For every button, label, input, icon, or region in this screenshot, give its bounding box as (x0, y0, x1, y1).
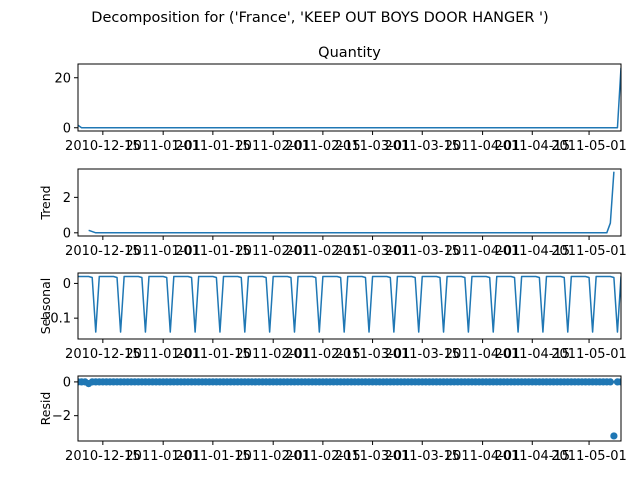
axes-frame (77, 375, 622, 442)
x-tick-label: 2011-05-01 (551, 347, 627, 362)
plot-area (88, 171, 615, 234)
seasonal-series-line (78, 275, 621, 333)
panel-title: Quantity (318, 45, 381, 61)
x-tick-label: 2011-01-15 (175, 347, 251, 362)
x-tick-label: 2011-02-15 (285, 139, 361, 154)
resid-point (606, 378, 614, 386)
x-tick-label: 2011-02-01 (235, 244, 311, 259)
figure-title: Decomposition for ('France', 'KEEP OUT B… (91, 10, 548, 26)
y-tick-label: 0 (63, 226, 71, 241)
x-tick-label: 2011-03-15 (384, 347, 460, 362)
x-tick-label: 2011-03-01 (335, 244, 411, 259)
x-tick-label: 2011-01-01 (125, 139, 201, 154)
plot-area (78, 67, 621, 129)
x-tick-label: 2010-12-15 (65, 347, 141, 362)
x-tick-label: 2011-01-01 (125, 244, 201, 259)
x-tick-label: 2011-02-15 (285, 449, 361, 464)
x-tick-label: 2011-03-15 (384, 139, 460, 154)
x-tick-label: 2011-02-15 (285, 347, 361, 362)
y-axis-label: Seasonal (38, 278, 53, 335)
panel-observed: 2010-12-152011-01-012011-01-152011-02-01… (54, 45, 626, 154)
x-tick-label: 2011-04-01 (445, 244, 521, 259)
plot-area (78, 378, 621, 440)
x-tick-label: 2010-12-15 (65, 139, 141, 154)
y-tick-label: −0.1 (39, 312, 71, 327)
x-tick-label: 2010-12-15 (65, 449, 141, 464)
x-tick-label: 2011-05-01 (551, 449, 627, 464)
x-tick-label: 2011-03-15 (384, 449, 460, 464)
y-tick-label: 20 (54, 71, 71, 86)
panels: 2010-12-152011-01-012011-01-152011-02-01… (38, 45, 627, 464)
y-tick-label: 0 (63, 121, 71, 136)
x-tick-label: 2011-02-01 (235, 449, 311, 464)
plot-area (78, 275, 621, 333)
y-axis-label: Resid (38, 392, 53, 426)
x-tick-label: 2011-01-15 (175, 139, 251, 154)
y-tick-label: 0 (63, 277, 71, 292)
x-tick-label: 2011-04-15 (494, 244, 570, 259)
x-tick-label: 2011-03-15 (384, 244, 460, 259)
x-tick-label: 2011-04-15 (494, 139, 570, 154)
x-tick-label: 2011-03-01 (335, 449, 411, 464)
x-tick-label: 2011-04-01 (445, 139, 521, 154)
x-tick-label: 2011-04-01 (445, 347, 521, 362)
y-tick-label: −2 (52, 409, 71, 424)
x-tick-label: 2011-05-01 (551, 244, 627, 259)
observed-series-line (78, 67, 621, 129)
x-tick-label: 2011-02-01 (235, 347, 311, 362)
x-tick-label: 2011-04-15 (494, 347, 570, 362)
x-tick-label: 2011-01-01 (125, 449, 201, 464)
x-tick-label: 2011-03-01 (335, 347, 411, 362)
x-tick-label: 2011-01-15 (175, 449, 251, 464)
panel-seasonal: 2010-12-152011-01-012011-01-152011-02-01… (38, 272, 627, 362)
x-tick-label: 2011-01-01 (125, 347, 201, 362)
x-tick-label: 2011-05-01 (551, 139, 627, 154)
axes-frame (77, 168, 622, 237)
trend-series-line (88, 171, 615, 234)
panel-resid: 2010-12-152011-01-012011-01-152011-02-01… (38, 375, 627, 464)
x-tick-label: 2011-02-01 (235, 139, 311, 154)
axes-frame (77, 272, 622, 340)
y-tick-label: 2 (63, 191, 71, 206)
axes-frame (77, 63, 622, 132)
x-tick-label: 2011-04-15 (494, 449, 570, 464)
x-tick-label: 2011-04-01 (445, 449, 521, 464)
x-tick-label: 2010-12-15 (65, 244, 141, 259)
x-tick-label: 2011-02-15 (285, 244, 361, 259)
y-axis-label: Trend (38, 185, 53, 220)
panel-trend: 2010-12-152011-01-012011-01-152011-02-01… (38, 168, 627, 259)
resid-point (610, 432, 618, 440)
resid-point (617, 378, 621, 386)
y-tick-label: 0 (63, 375, 71, 390)
x-tick-label: 2011-03-01 (335, 139, 411, 154)
x-tick-label: 2011-01-15 (175, 244, 251, 259)
